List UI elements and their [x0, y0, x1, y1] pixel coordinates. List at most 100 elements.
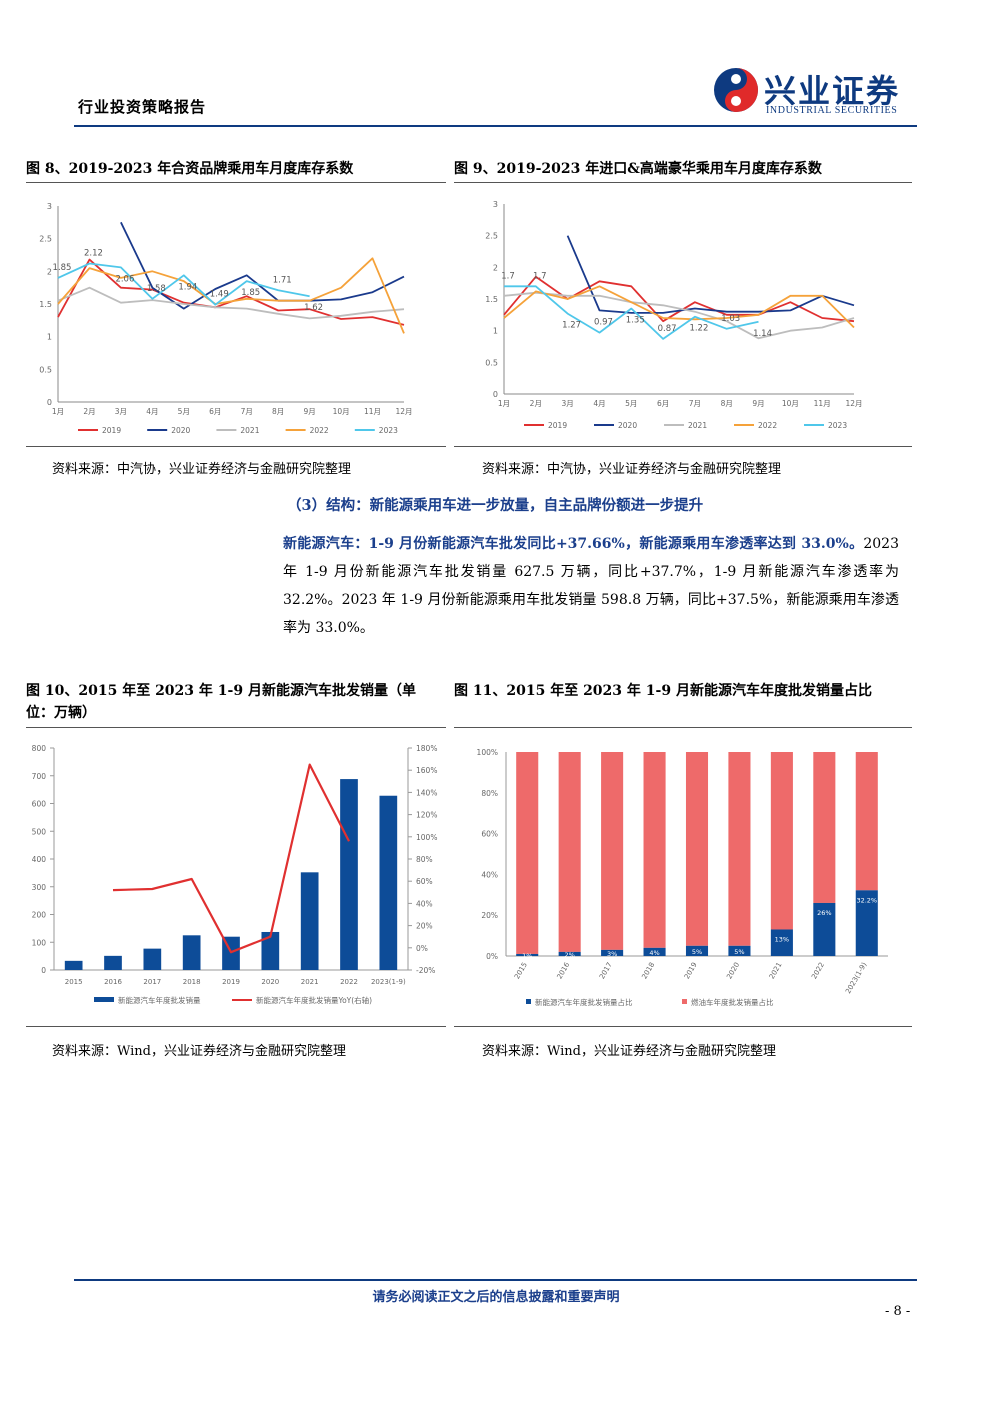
fig9-series-2022-line: [503, 285, 855, 329]
fig11-legend-swatch-fuel: [682, 999, 687, 1004]
fig10-y-left-tick-label: 200: [32, 911, 47, 920]
fig8-x-tick-label: 12月: [395, 407, 412, 416]
fig10-y-right-tick-label: 40%: [416, 899, 433, 908]
fig10-legend-label-line: 新能源汽车年度批发销量YoY(右轴): [256, 995, 372, 1005]
fig8-x-tick-label: 9月: [303, 407, 315, 416]
fig8-point-label: 1.85: [241, 288, 260, 298]
fig10-bar-2023(1-9): [379, 795, 398, 970]
fig9-point-label: 1.7: [501, 271, 515, 281]
report-type: 行业投资策略报告: [78, 98, 207, 116]
fig11-x-tick-label: 2017: [598, 961, 614, 980]
fig11-bar-value-label: 13%: [775, 935, 789, 943]
header-rule: [74, 125, 917, 127]
fig8-y-tick-label: 1.5: [39, 300, 52, 309]
fig9-series-2023-line: [504, 285, 759, 340]
fig9-y-tick-label: 0: [493, 390, 498, 399]
fig8-x-tick-label: 5月: [178, 407, 190, 416]
fig8-x-tick-label: 1月: [52, 407, 64, 416]
fig11-bar-value-label: 3%: [607, 950, 617, 958]
fig11-bar-nev-2022: [813, 902, 836, 956]
fig9-rule-top: [454, 182, 912, 183]
fig10-y-right-tick-label: 180%: [416, 744, 437, 753]
paragraph-body: 2023 年 1-9 月份新能源汽车批发销量 627.5 万辆，同比+37.7%…: [283, 536, 899, 636]
fig9-y-tick-label: 3: [493, 200, 498, 209]
fig9-legend-label-2021: 2021: [688, 421, 707, 430]
fig8-legend-label-2019: 2019: [102, 426, 121, 435]
logo-mark-icon: [714, 68, 758, 112]
fig10-y-right-tick-label: 0%: [416, 944, 428, 953]
section-heading: （3）结构：新能源乘用车进一步放量，自主品牌份额进一步提升: [287, 497, 704, 514]
fig10-bar-2015: [64, 960, 83, 970]
fig10-y-left-tick-label: 100: [32, 938, 47, 947]
fig11-bar-fuel-2021: [770, 752, 793, 930]
fig9-x-tick-label: 3月: [561, 399, 573, 408]
fig11-x-tick-label: 2019: [683, 961, 699, 980]
fig10-x-tick-label: 2023(1-9): [371, 978, 406, 986]
fig11-bar-nev-2018: [643, 947, 666, 956]
fig8-x-tick-label: 10月: [333, 407, 350, 416]
fig10-x-tick-label: 2016: [104, 978, 122, 986]
fig11-bar-nev-2015: [516, 953, 539, 956]
fig9-x-tick-label: 1月: [498, 399, 510, 408]
fig10-x-tick-label: 2018: [183, 978, 201, 986]
fig10-chart: 0 100 200 300 400 500 600 700 800 -20% 0% 20% 40% 60%…: [26, 734, 446, 1022]
fig10-y-right-tick-label: 100%: [416, 833, 437, 842]
fig11-bar-nev-2017: [601, 949, 624, 956]
fig9-y-tick-label: 1.5: [485, 295, 498, 304]
fig10-x-tick-label: 2022: [340, 978, 358, 986]
fig8-point-label: 2.12: [84, 248, 103, 258]
fig9-x-tick-label: 6月: [657, 399, 669, 408]
fig10-y-left-tick-label: 400: [32, 855, 47, 864]
fig11-bar-value-label: 5%: [734, 948, 744, 956]
fig10-bar-2020: [261, 931, 280, 970]
fig11-legend-label-fuel: 燃油车年度批发销量占比: [691, 997, 774, 1007]
fig11-bar-fuel-2020: [728, 752, 751, 946]
fig9-x-tick-label: 5月: [625, 399, 637, 408]
fig8-series-2023-line: [57, 262, 310, 306]
fig11-x-tick-label: 2022: [810, 961, 826, 980]
fig8-y-tick-label: 0: [47, 398, 52, 407]
fig10-x-tick-label: 2015: [65, 978, 83, 986]
fig11-bar-fuel-2023(1-9): [855, 752, 878, 891]
fig8-point-label: 1.94: [178, 282, 197, 292]
fig11-y-tick-label: 80%: [481, 789, 498, 798]
fig10-y-left-tick-label: 0: [41, 966, 46, 975]
fig8-x-tick-label: 7月: [241, 407, 253, 416]
fig10-bar-2017: [143, 948, 162, 970]
fig8-title: 图 8、2019-2023 年合资品牌乘用车月度库存系数: [26, 161, 354, 177]
fig8-y-tick-label: 3: [47, 202, 52, 211]
fig8-x-tick-label: 2月: [83, 407, 95, 416]
fig10-y-right-tick-label: 80%: [416, 855, 433, 864]
fig10-x-tick-label: 2019: [222, 978, 240, 986]
fig8-source: 资料来源：中汽协，兴业证券经济与金融研究院整理: [52, 462, 352, 477]
fig9-legend-label-2023: 2023: [828, 421, 847, 430]
fig9-title: 图 9、2019-2023 年进口&高端豪华乘用车月度库存系数: [454, 161, 822, 177]
fig11-bar-value-label: 2%: [565, 951, 575, 959]
fig11-y-tick-label: 100%: [477, 748, 498, 757]
fig11-y-tick-label: 20%: [481, 911, 498, 920]
fig10-rule-top: [26, 727, 446, 728]
logo-text-en: INDUSTRIAL SECURITIES: [766, 105, 898, 116]
fig10-y-left-tick-label: 500: [32, 827, 47, 836]
fig11-chart: 0% 20% 40% 60% 80% 100% 1% 2015 2% 2016 3% 2017 4% 20…: [454, 734, 912, 1022]
fig10-bar-2021: [300, 872, 319, 970]
fig10-y-right-tick-label: 20%: [416, 922, 433, 931]
fig9-point-label: 1.27: [562, 321, 581, 331]
fig8-series-2021-line: [57, 286, 405, 320]
fig11-y-tick-label: 40%: [481, 870, 498, 879]
fig9-y-tick-label: 0.5: [485, 358, 498, 367]
fig9-y-tick-label: 1: [493, 327, 498, 336]
fig10-y-left-tick-label: 300: [32, 883, 47, 892]
fig10-source: 资料来源：Wind，兴业证券经济与金融研究院整理: [52, 1044, 346, 1059]
fig9-x-tick-label: 2月: [530, 399, 542, 408]
fig11-title: 图 11、2015 年至 2023 年 1-9 月新能源汽车年度批发销量占比: [454, 683, 872, 699]
page-number: - 8 -: [885, 1304, 911, 1319]
fig9-point-label: 1.14: [753, 329, 772, 339]
fig11-bar-value-label: 1%: [522, 952, 532, 960]
fig8-series-2022-line: [57, 257, 405, 334]
fig11-bar-fuel-2019: [685, 752, 709, 946]
fig11-bar-fuel-2017: [601, 752, 624, 950]
fig10-yoy-line: [112, 763, 350, 954]
fig8-legend-label-2020: 2020: [171, 426, 190, 435]
fig10-y-left-tick-label: 700: [32, 772, 47, 781]
